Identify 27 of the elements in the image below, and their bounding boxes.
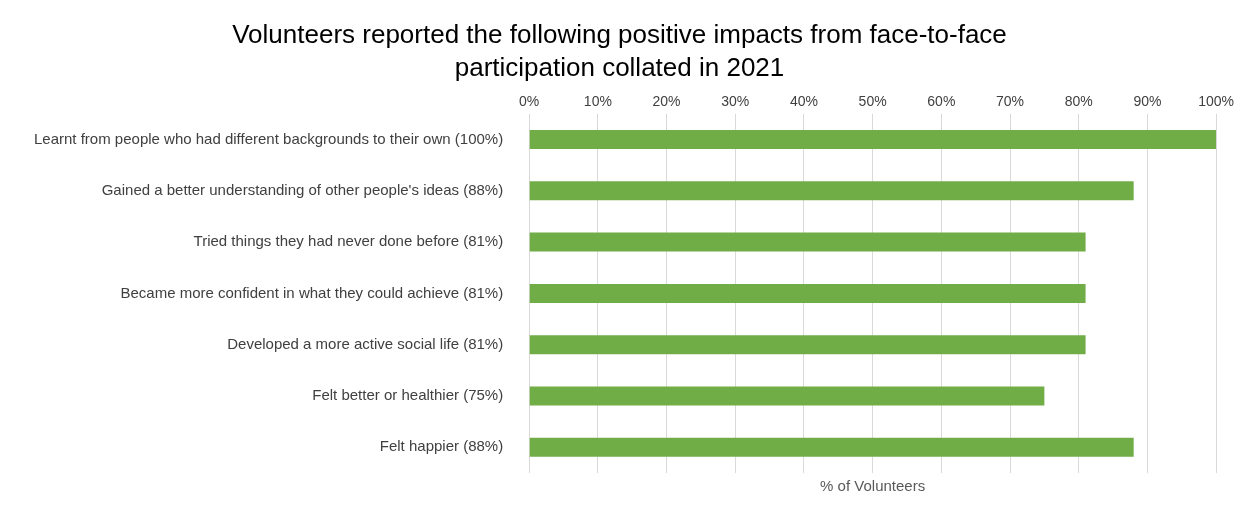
x-tick-label: 40% [789, 93, 818, 110]
bar [529, 283, 1086, 303]
x-tick-label: 10% [583, 93, 612, 110]
x-tick-label: 60% [927, 93, 956, 110]
bar [529, 437, 1134, 457]
x-tick-label: 50% [858, 93, 887, 110]
bar [529, 335, 1086, 355]
bar [529, 232, 1086, 252]
x-tick-label: 20% [652, 93, 681, 110]
y-tick-label: Developed a more active social life (81%) [227, 334, 504, 352]
chart-title: Volunteers reported the following positive impacts from face-to-face participation collated in 2021 [232, 19, 1007, 82]
x-tick-label: 90% [1133, 93, 1162, 110]
x-tick-label: 100% [1198, 93, 1234, 110]
y-tick-label: Gained a better understanding of other people's ideas (88%) [101, 180, 504, 198]
y-tick-label: Learnt from people who had different backgrounds to their own (100%) [33, 129, 504, 147]
y-tick-label: Felt better or healthier (75%) [312, 386, 504, 404]
y-tick-label: Became more confident in what they could achieve (81%) [120, 283, 504, 301]
x-axis-title: % of Volunteers [820, 476, 926, 494]
y-tick-label: Tried things they had never done before (81%) [193, 232, 504, 250]
x-tick-label: 30% [721, 93, 750, 110]
y-tick-label: Felt happier (88%) [379, 437, 504, 455]
x-tick-label: 0% [519, 93, 540, 110]
bar [529, 386, 1045, 406]
bar [529, 129, 1217, 149]
bar [529, 181, 1134, 201]
x-tick-label: 70% [996, 93, 1025, 110]
x-tick-label: 80% [1064, 93, 1093, 110]
